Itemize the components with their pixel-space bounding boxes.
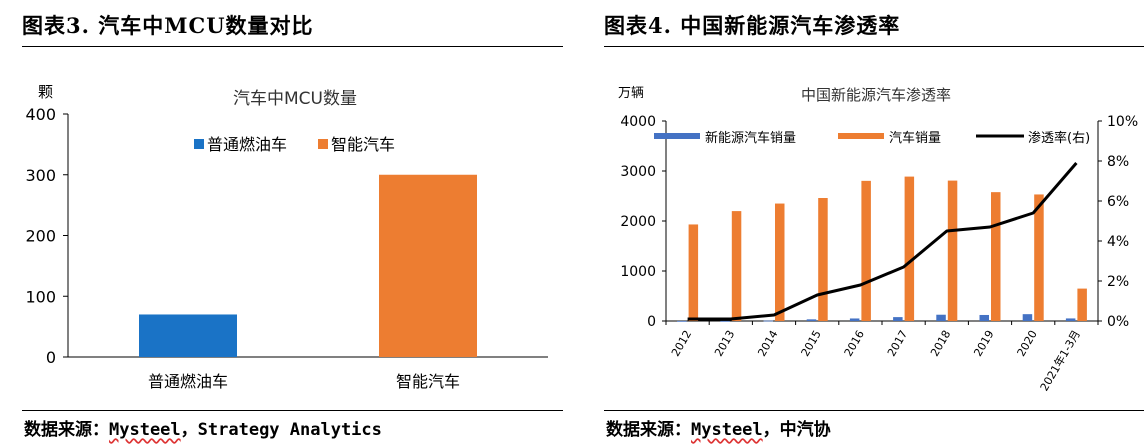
left-bottom-rule <box>22 410 563 411</box>
nev-sales-bar-10 <box>1065 318 1076 321</box>
legend-label: 新能源汽车销量 <box>705 130 796 146</box>
x-tick-label: 2019 <box>971 328 996 359</box>
nev-sales-bar-7 <box>936 314 946 321</box>
nev-sales-bar-6 <box>893 317 903 321</box>
y-axis-label: 万辆 <box>618 86 644 101</box>
y-axis-label: 颗 <box>38 83 53 101</box>
nev-sales-bar-5 <box>849 318 860 321</box>
left-source-rest: ，Strategy Analytics <box>180 420 382 440</box>
car-sales-bar-5 <box>861 180 871 321</box>
y-tick-label: 300 <box>25 166 56 185</box>
car-sales-bar-3 <box>775 203 785 321</box>
y2-tick-label: 10% <box>1107 114 1138 130</box>
nev-sales-bar-9 <box>1022 314 1033 321</box>
left-figure-title: 图表3. 汽车中MCU数量对比 <box>22 13 314 38</box>
y-tick-label: 4000 <box>620 114 656 130</box>
legend-swatch-1 <box>194 139 204 149</box>
right-source-brand: Mysteel <box>691 420 763 440</box>
right-source: 数据来源：Mysteel，中汽协 <box>606 415 831 440</box>
chart-title: 汽车中MCU数量 <box>233 89 357 109</box>
y2-tick-label: 2% <box>1107 274 1129 290</box>
x-tick-label: 2014 <box>755 328 780 359</box>
nev-sales-bar-1 <box>677 320 687 322</box>
car-sales-bar-8 <box>991 192 1001 321</box>
bar-1 <box>139 314 237 357</box>
y2-tick-label: 4% <box>1107 234 1129 250</box>
x-tick-label: 2016 <box>842 328 867 359</box>
nev-sales-bar-3 <box>763 320 773 322</box>
legend-label: 渗透率(右) <box>1028 130 1090 146</box>
car-sales-bar-7 <box>947 180 958 321</box>
penetration-line <box>687 162 1078 321</box>
y2-tick-label: 6% <box>1107 194 1129 210</box>
x-tick-label: 2012 <box>669 328 694 359</box>
y-tick-label: 200 <box>25 227 56 246</box>
x-tick-label: 2017 <box>885 328 910 359</box>
left-panel: 图表3. 汽车中MCU数量对比 汽车中MCU数量 颗 0 100 200 300 400 普通… <box>0 0 563 447</box>
left-source-brand: Mysteel <box>109 420 181 440</box>
x-tick-label: 2021年1-3月 <box>1037 328 1083 394</box>
car-sales-bar-4 <box>818 198 828 321</box>
y-tick-label: 3000 <box>620 164 656 180</box>
chart-title: 中国新能源汽车渗透率 <box>801 86 951 104</box>
x-tick-label: 2015 <box>799 328 824 359</box>
y-tick-label: 0 <box>647 314 656 330</box>
nev-sales-bar-2 <box>720 320 730 322</box>
y-tick-label: 2000 <box>620 214 656 230</box>
car-sales-bar-9 <box>1034 194 1044 321</box>
nev-sales-bar-8 <box>979 314 989 321</box>
y2-tick-label: 0% <box>1107 314 1129 330</box>
left-source: 数据来源：Mysteel，Strategy Analytics <box>24 415 382 440</box>
legend-label: 普通燃油车 <box>207 135 287 154</box>
bar-2 <box>379 174 477 357</box>
car-sales-bar-6 <box>904 176 915 321</box>
x-tick-label: 2018 <box>928 328 953 359</box>
x-tick-label: 普通燃油车 <box>148 372 228 391</box>
right-panel: 图表4. 中国新能源汽车渗透率 中国新能源汽车渗透率 万辆 0 1000 2000 300… <box>588 0 1148 447</box>
right-source-rest: ，中汽协 <box>762 420 831 440</box>
y-tick-label: 0 <box>46 348 56 367</box>
nev-penetration-chart: 中国新能源汽车渗透率 万辆 0 1000 2000 3000 4000 0% 2% 4% 6% 8% 1… <box>618 86 1138 394</box>
y-tick-label: 1000 <box>620 264 656 280</box>
y-tick-label: 400 <box>25 105 56 124</box>
right-bottom-rule <box>604 410 1144 411</box>
y-tick-label: 100 <box>25 287 56 306</box>
legend-label: 汽车销量 <box>889 130 941 146</box>
legend-swatch-2 <box>318 139 328 149</box>
car-sales-bar-1 <box>688 224 699 321</box>
car-sales-bar-10 <box>1077 288 1087 321</box>
left-top-rule <box>22 46 563 47</box>
legend-swatch-2 <box>838 133 884 139</box>
x-tick-label: 2013 <box>712 328 737 359</box>
legend-label: 智能汽车 <box>331 135 395 154</box>
x-tick-label: 智能汽车 <box>396 372 460 391</box>
nev-sales-bar-4 <box>806 319 817 321</box>
right-figure-title: 图表4. 中国新能源汽车渗透率 <box>604 13 901 38</box>
legend-swatch-1 <box>654 133 700 139</box>
right-source-prefix: 数据来源： <box>606 420 691 440</box>
x-tick-label: 2020 <box>1015 328 1040 359</box>
y2-tick-label: 8% <box>1107 154 1129 170</box>
car-sales-bar-2 <box>731 211 742 321</box>
left-source-prefix: 数据来源： <box>24 420 109 440</box>
right-top-rule <box>604 46 1144 47</box>
